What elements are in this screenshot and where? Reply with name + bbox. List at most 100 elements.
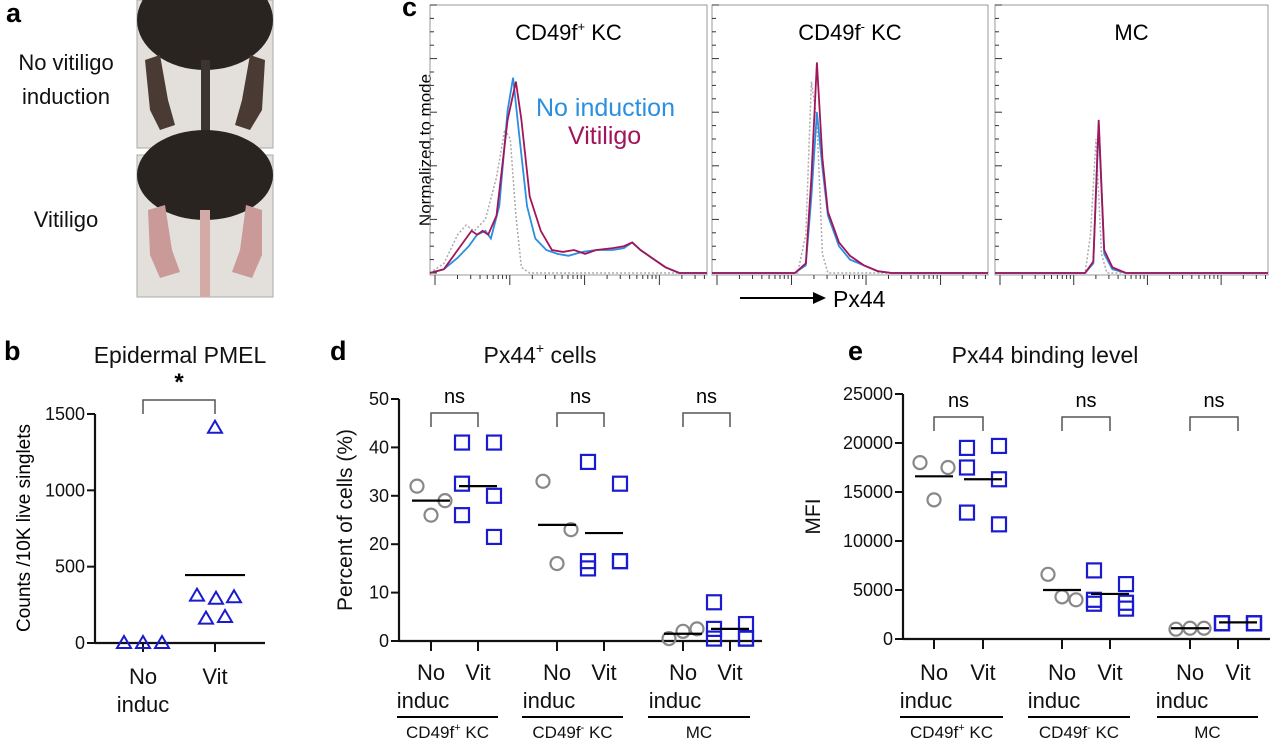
isotype-curve	[995, 138, 1268, 274]
category-label-no-line2: induc	[1028, 688, 1081, 713]
data-point-vitiligo	[958, 459, 976, 476]
category-label-vit: Vit	[1225, 660, 1250, 685]
data-point-vitiligo	[705, 630, 723, 647]
significance-bracket	[556, 412, 605, 427]
significance-bracket	[142, 399, 216, 414]
category-label-no: No	[1176, 660, 1204, 685]
category-label-line2: induc	[117, 692, 170, 717]
group-name-rest: KC	[1091, 723, 1119, 742]
group-name-sup: -	[581, 722, 585, 734]
group-label: MC	[1194, 723, 1220, 742]
title-sup: +	[536, 340, 544, 356]
panel-e-px44-binding-level: e Px44 binding level MFI 0 5000 10000 15000 20…	[802, 336, 1270, 742]
group-name-main: CD49f	[406, 723, 454, 742]
group-name-main: CD49f	[1039, 723, 1087, 742]
y-axis-label: Percent of cells (%)	[334, 429, 357, 611]
data-point-vitiligo	[225, 588, 243, 604]
data-point-vitiligo	[1085, 562, 1103, 579]
y-tick-label: 0	[75, 633, 85, 653]
chart-title: Px44 binding level	[952, 342, 1139, 368]
significance-label: ns	[1075, 390, 1096, 412]
y-axis-label: MFI	[802, 498, 825, 534]
data-point-vitiligo	[453, 507, 471, 524]
category-label-no: No	[1048, 660, 1076, 685]
histogram-panel-2: CD49f- KC	[711, 4, 989, 285]
legend-no-induction: No induction	[536, 94, 675, 122]
significance-bracket	[1061, 416, 1111, 431]
group-name-main: CD49f	[532, 723, 580, 742]
title-sup: -	[861, 19, 865, 34]
significance-label: ns	[570, 386, 591, 408]
y-tick-label: 50	[369, 389, 389, 409]
data-point-vitiligo	[737, 630, 755, 647]
group-1: No induc Vit CD49f+ KC ns	[900, 390, 1008, 742]
data-point-vitiligo	[579, 553, 597, 570]
data-point-vitiligo	[611, 553, 629, 570]
group-label: CD49f- KC	[532, 722, 612, 742]
data-point-no-induction	[661, 630, 677, 647]
category-label: Vit	[202, 664, 227, 689]
significance-bracket	[430, 412, 479, 427]
group-name-rest: KC	[584, 723, 612, 742]
y-tick-label: 30	[369, 486, 389, 506]
title-rest: KC	[865, 20, 902, 45]
data-point-no-induction	[926, 492, 942, 508]
group-name-main: CD49f	[910, 723, 958, 742]
data-point-vitiligo	[737, 630, 755, 647]
significance-label: ns	[948, 390, 969, 412]
category-label-no: No	[920, 660, 948, 685]
data-point-vitiligo	[188, 586, 206, 602]
data-point-vitiligo	[958, 439, 976, 456]
data-point-no-induction	[940, 459, 956, 476]
data-point-vitiligo	[990, 516, 1008, 533]
data-point-vitiligo	[453, 475, 471, 492]
histogram-title: CD49f+ KC	[515, 19, 622, 45]
panel-a: a No vitiligo induction Vitiligo	[6, 0, 274, 298]
significance-bracket	[682, 412, 731, 427]
significance-label: ns	[696, 386, 717, 408]
y-tick-label: 1000	[45, 480, 85, 500]
y-tick-label: 5000	[853, 580, 893, 600]
panel-b-epidermal-pmel: b Epidermal PMEL Counts /10K live singlet…	[4, 336, 266, 717]
mouse-photo-vitiligo	[136, 130, 274, 298]
title-main: Px44	[483, 342, 536, 368]
histogram-panel-1: CD49f+ KC	[429, 4, 708, 285]
isotype-curve	[712, 81, 988, 274]
category-label-no: No	[417, 660, 445, 685]
data-point-vitiligo	[207, 589, 225, 605]
data-point-no-induction	[115, 634, 133, 649]
group-2: No induc Vit CD49f- KC ns	[1028, 390, 1135, 742]
y-tick-label: 20	[369, 534, 389, 554]
panel-c-histograms: c Normalized to mode No induction Vitili…	[402, 0, 1269, 312]
panel-letter-e: e	[848, 336, 863, 366]
panel-letter-d: d	[330, 336, 347, 366]
no-induction-curve	[712, 112, 988, 274]
vitiligo-curve	[429, 81, 707, 274]
group-label: CD49f- KC	[1039, 722, 1119, 742]
significance-label: ns	[444, 386, 465, 408]
group-label: MC	[686, 723, 712, 742]
histogram-frame	[711, 4, 989, 276]
y-tick-label: 0	[379, 631, 389, 651]
title-main: MC	[1114, 20, 1148, 45]
data-point-no-induction	[549, 555, 565, 572]
data-point-vitiligo	[485, 528, 503, 546]
histogram-frame	[429, 4, 708, 276]
group-label: CD49f+ KC	[406, 722, 489, 742]
significance-bracket	[1189, 416, 1239, 431]
y-tick-label: 0	[883, 629, 893, 649]
legend-vitiligo: Vitiligo	[568, 122, 641, 150]
category-label-vit: Vit	[717, 660, 742, 685]
group-3: No induc Vit MC ns	[1156, 390, 1263, 742]
category-label-no-line2: induc	[523, 688, 576, 713]
panel-letter-b: b	[4, 336, 21, 366]
category-label-no-line2: induc	[649, 688, 702, 713]
data-point-no-induction	[409, 478, 425, 494]
data-point-vitiligo	[1117, 600, 1135, 617]
data-point-vitiligo	[1117, 594, 1135, 611]
chart-title: Px44+ cells	[483, 340, 596, 368]
histogram-panel-3: MC	[994, 4, 1269, 285]
data-point-no-induction	[675, 623, 691, 639]
category-label-no: No	[543, 660, 571, 685]
category-label: No	[129, 664, 157, 689]
